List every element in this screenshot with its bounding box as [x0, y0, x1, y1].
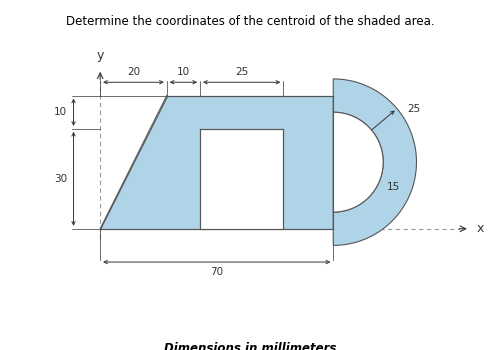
Text: 25: 25 [407, 104, 420, 114]
Polygon shape [333, 112, 383, 212]
Text: 15: 15 [386, 182, 400, 192]
Text: 10: 10 [54, 107, 67, 117]
Text: 10: 10 [177, 67, 190, 77]
Bar [200, 129, 283, 229]
Polygon shape [100, 96, 333, 229]
Text: Dimensions in millimeters: Dimensions in millimeters [164, 342, 336, 350]
Text: 20: 20 [127, 67, 140, 77]
Text: 70: 70 [210, 267, 224, 277]
Text: x: x [476, 222, 484, 235]
Text: 30: 30 [54, 174, 67, 184]
Text: Determine the coordinates of the centroid of the shaded area.: Determine the coordinates of the centroi… [66, 15, 434, 28]
Text: 25: 25 [235, 67, 248, 77]
Polygon shape [333, 79, 416, 245]
Text: y: y [96, 49, 104, 62]
